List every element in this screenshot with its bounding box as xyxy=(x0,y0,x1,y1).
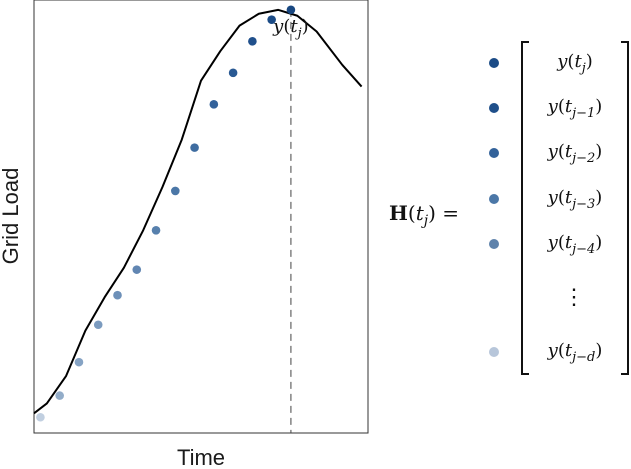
data-point xyxy=(93,320,103,330)
data-point xyxy=(190,143,199,152)
x-axis-label: Time xyxy=(177,445,225,469)
vector-entry: y(tj−4) xyxy=(547,232,603,257)
data-point xyxy=(209,100,219,109)
series-line xyxy=(33,8,363,415)
data-point xyxy=(267,15,276,24)
right-bracket xyxy=(621,41,629,375)
vector-dot xyxy=(489,103,499,113)
vector-dot xyxy=(489,194,499,204)
vector-dot xyxy=(489,347,499,357)
y-axis-label: Grid Load xyxy=(0,168,23,265)
data-point xyxy=(55,391,64,400)
vector-entry: y(tj−2) xyxy=(547,141,603,166)
vector-dot xyxy=(489,148,499,158)
vector-dot xyxy=(489,239,499,249)
data-point xyxy=(228,68,238,78)
equation: H(tj) = y(tj) y(tj−1) y(tj−2) y(tj−3) y(tj−4)… xyxy=(389,41,629,375)
marker-label: y(tj) xyxy=(272,16,309,41)
data-point xyxy=(74,357,84,367)
data-point xyxy=(113,290,122,300)
vector-entry: y(tj−1) xyxy=(547,96,603,121)
data-point xyxy=(171,186,180,196)
vector-dot xyxy=(489,58,499,68)
vector-entry: y(tj) xyxy=(556,51,593,76)
data-point xyxy=(36,412,45,422)
vector-ellipsis: ⋮ xyxy=(563,285,585,310)
equation-lhs: H(tj) = xyxy=(389,201,459,229)
plot-frame xyxy=(33,0,369,434)
left-bracket xyxy=(521,41,529,375)
vector-entry: y(tj−3) xyxy=(547,187,603,212)
data-point xyxy=(151,225,161,235)
data-point xyxy=(248,37,257,46)
data-point xyxy=(286,5,296,15)
plot-layer: y(tj) xyxy=(33,5,363,433)
data-point xyxy=(132,265,142,274)
vector-entry: y(tj−d) xyxy=(547,340,603,365)
